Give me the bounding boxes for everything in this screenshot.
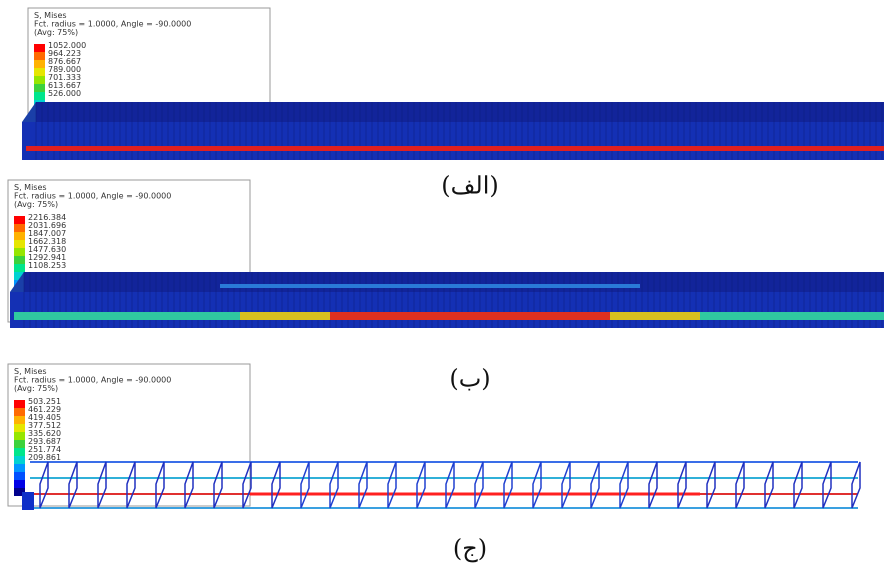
caption: (ب) xyxy=(449,365,490,393)
stirrup xyxy=(301,462,309,508)
caption: (الف) xyxy=(441,172,499,200)
stirrup xyxy=(736,462,744,508)
stirrup xyxy=(359,462,367,508)
legend-color xyxy=(14,232,25,240)
legend-color xyxy=(14,472,25,480)
legend-color xyxy=(34,44,45,52)
beam-top xyxy=(36,102,884,124)
legend-color xyxy=(34,92,45,100)
stress-band xyxy=(220,284,640,288)
stirrup xyxy=(678,462,686,508)
legend-color xyxy=(14,464,25,472)
legend-color xyxy=(34,68,45,76)
legend-average: (Avg: 75%) xyxy=(34,28,78,37)
legend-color xyxy=(34,76,45,84)
beam-side xyxy=(22,122,884,160)
stirrup xyxy=(417,462,425,508)
legend-color xyxy=(14,416,25,424)
stress-band xyxy=(26,146,884,151)
legend-value: 526.000 xyxy=(48,89,81,98)
legend-color xyxy=(14,240,25,248)
legend-color xyxy=(14,224,25,232)
legend-color xyxy=(14,400,25,408)
legend-color xyxy=(14,264,25,272)
stirrup xyxy=(591,462,599,508)
stirrup xyxy=(765,462,773,508)
stirrup xyxy=(823,462,831,508)
legend-color xyxy=(14,448,25,456)
stirrup xyxy=(707,462,715,508)
stirrup xyxy=(272,462,280,508)
stirrup xyxy=(388,462,396,508)
stirrup xyxy=(620,462,628,508)
legend-color xyxy=(14,248,25,256)
figure: S, MisesFct. radius = 1.0000, Angle = -9… xyxy=(0,0,884,571)
stirrup xyxy=(446,462,454,508)
stirrup xyxy=(649,462,657,508)
stirrup xyxy=(504,462,512,508)
legend-color xyxy=(14,432,25,440)
stirrup xyxy=(562,462,570,508)
legend-color xyxy=(34,84,45,92)
stirrup xyxy=(533,462,541,508)
legend-color xyxy=(14,480,25,488)
legend-average: (Avg: 75%) xyxy=(14,384,58,393)
stirrup xyxy=(475,462,483,508)
support xyxy=(22,492,34,510)
legend-color xyxy=(14,440,25,448)
legend-color xyxy=(14,456,25,464)
beam-top xyxy=(24,272,884,294)
legend-color xyxy=(34,60,45,68)
legend-color xyxy=(14,424,25,432)
caption: (ج) xyxy=(453,535,487,563)
legend-color xyxy=(14,408,25,416)
legend-color xyxy=(14,216,25,224)
beam-side xyxy=(10,292,884,328)
legend-color xyxy=(14,256,25,264)
legend-value: 209.861 xyxy=(28,453,61,462)
page: {"panels": [ {"legend": {"title": "S, Mi… xyxy=(0,0,884,571)
stress-band xyxy=(330,312,610,320)
legend-color xyxy=(34,52,45,60)
stirrup xyxy=(852,462,860,508)
legend-value: 1108.253 xyxy=(28,261,66,270)
stirrup xyxy=(330,462,338,508)
legend-average: (Avg: 75%) xyxy=(14,200,58,209)
stirrup xyxy=(794,462,802,508)
